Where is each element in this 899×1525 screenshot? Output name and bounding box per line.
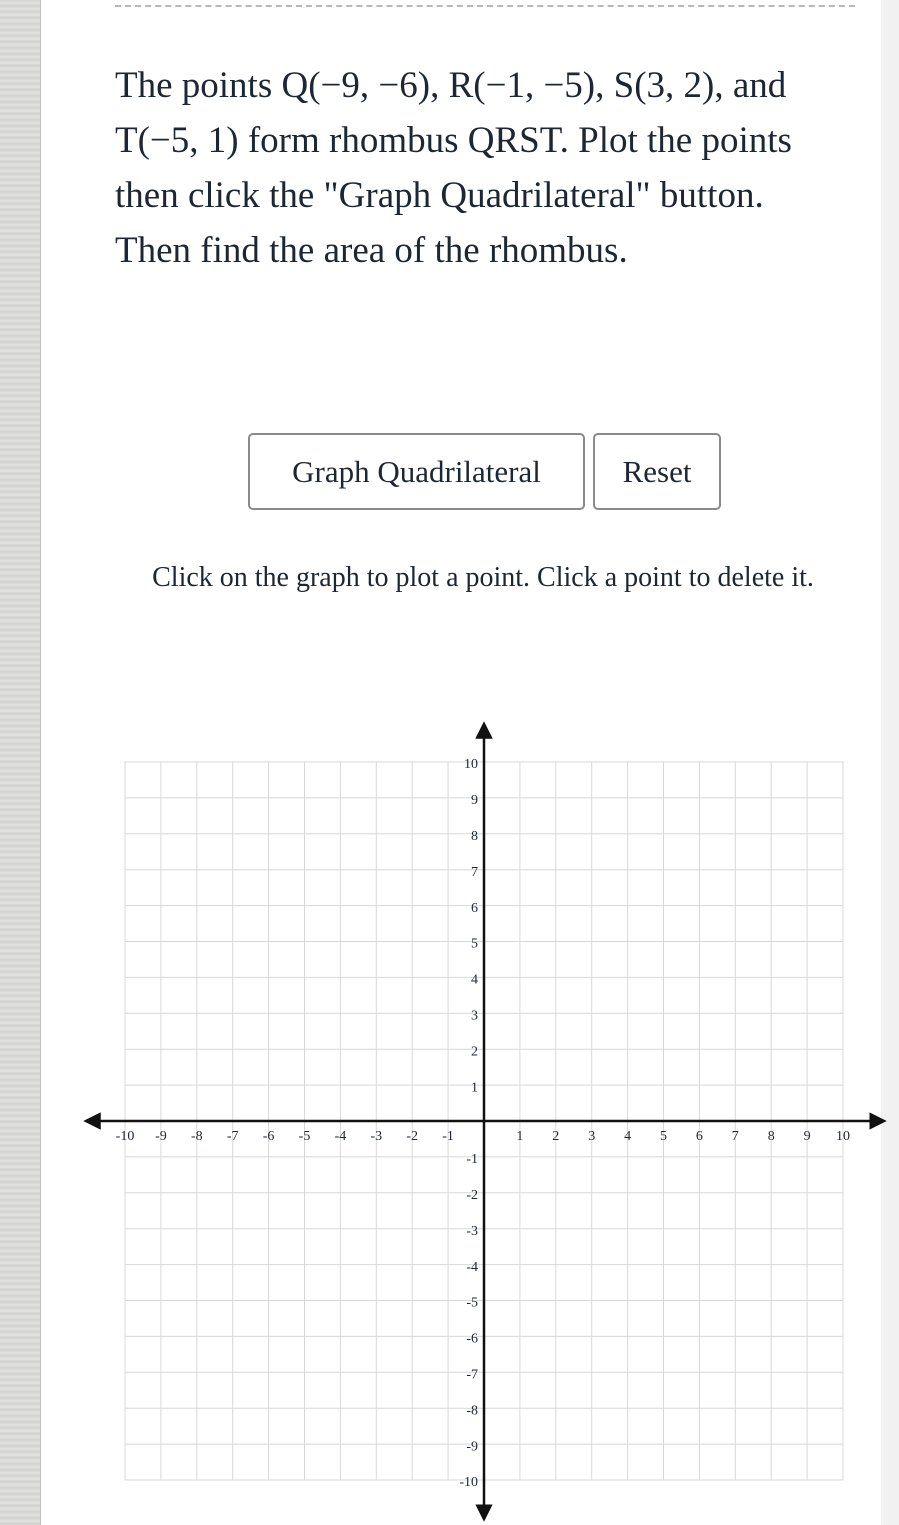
x-tick-label: 5 <box>660 1129 667 1144</box>
y-tick-label: 8 <box>471 829 478 844</box>
x-tick-label: -3 <box>370 1129 382 1144</box>
x-tick-label: 10 <box>836 1129 850 1144</box>
y-tick-label: 9 <box>471 793 478 808</box>
y-tick-label: 3 <box>471 1009 478 1024</box>
x-tick-label: -1 <box>442 1129 454 1144</box>
y-tick-label: 2 <box>471 1044 478 1059</box>
y-tick-label: -2 <box>466 1188 478 1203</box>
y-tick-label: -6 <box>466 1332 478 1347</box>
x-tick-label: -9 <box>155 1129 167 1144</box>
x-tick-label: -10 <box>116 1129 135 1144</box>
y-tick-label: 4 <box>471 973 478 988</box>
y-tick-label: -9 <box>466 1439 478 1454</box>
y-tick-label: -1 <box>466 1152 478 1167</box>
x-tick-label: 9 <box>804 1129 811 1144</box>
graph-button[interactable]: Graph Quadrilateral <box>248 433 585 510</box>
x-tick-label: 4 <box>624 1129 631 1144</box>
y-tick-label: 10 <box>464 757 478 772</box>
x-tick-label: 6 <box>696 1129 703 1144</box>
y-tick-label: -4 <box>466 1260 478 1275</box>
x-tick-label: 3 <box>588 1129 595 1144</box>
y-tick-label: -3 <box>466 1224 478 1239</box>
side-edge <box>881 0 899 1525</box>
x-tick-label: 2 <box>552 1129 559 1144</box>
problem-text: The points Q(−9, −6), R(−1, −5), S(3, 2)… <box>115 65 792 271</box>
y-tick-label: -5 <box>466 1296 478 1311</box>
divider <box>115 5 855 7</box>
x-tick-label: -4 <box>335 1129 347 1144</box>
x-tick-label: -7 <box>227 1129 239 1144</box>
x-tick-label: -5 <box>299 1129 311 1144</box>
x-tick-label: -8 <box>191 1129 203 1144</box>
y-tick-label: -10 <box>459 1475 478 1490</box>
instructions: Click on the graph to plot a point. Clic… <box>152 562 814 593</box>
x-tick-label: -2 <box>406 1129 418 1144</box>
side-strip <box>0 0 41 1525</box>
y-tick-label: 1 <box>471 1080 478 1095</box>
x-tick-label: 1 <box>516 1129 523 1144</box>
reset-button[interactable]: Reset <box>593 433 721 510</box>
y-tick-label: -8 <box>466 1403 478 1418</box>
x-tick-label: 7 <box>732 1129 739 1144</box>
y-tick-label: 5 <box>471 937 478 952</box>
y-tick-label: 6 <box>471 901 478 916</box>
y-tick-label: -7 <box>466 1368 478 1383</box>
x-tick-label: -6 <box>263 1129 275 1144</box>
x-tick-label: 8 <box>768 1129 775 1144</box>
y-tick-label: 7 <box>471 865 478 880</box>
